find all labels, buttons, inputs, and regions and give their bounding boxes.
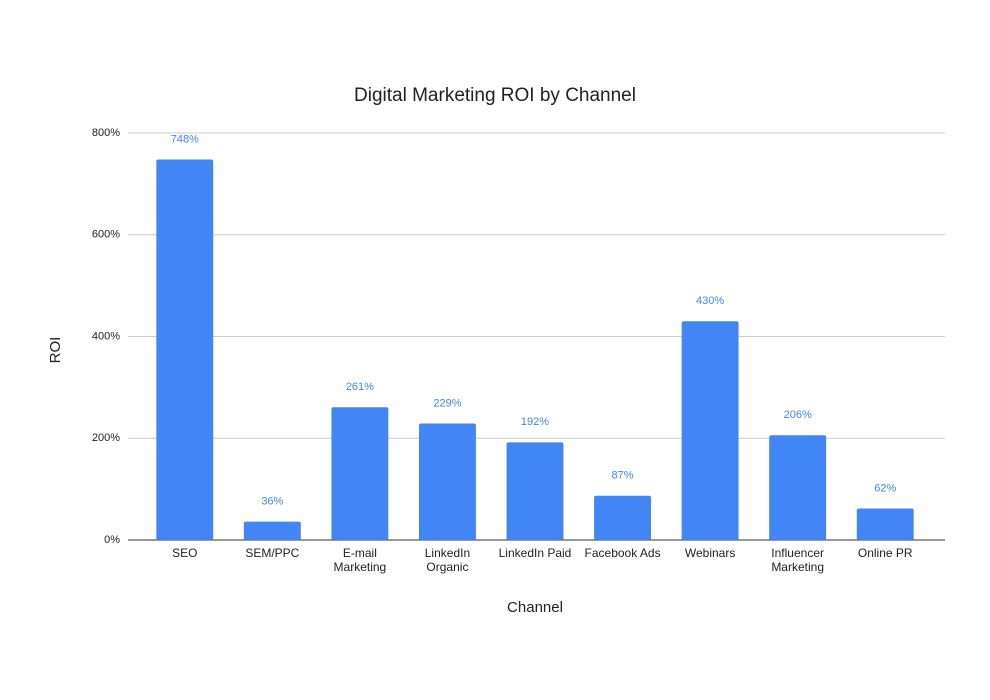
data-label: 192%	[521, 416, 549, 428]
y-tick-label: 200%	[92, 432, 120, 444]
chart-title: Digital Marketing ROI by Channel	[354, 85, 636, 106]
data-label: 430%	[696, 295, 724, 307]
y-tick-label: 800%	[92, 127, 120, 139]
y-tick-label: 600%	[92, 229, 120, 241]
x-tick-label: Online PR	[857, 546, 913, 560]
bar	[769, 435, 827, 540]
x-tick-label: Facebook Ads	[584, 546, 661, 560]
data-label: 62%	[874, 482, 896, 494]
data-label: 206%	[784, 409, 812, 421]
data-label: 748%	[171, 133, 199, 145]
data-label: 229%	[433, 397, 461, 409]
bar	[594, 495, 652, 540]
bar	[681, 321, 739, 540]
x-tick-label: Webinars	[684, 546, 736, 560]
x-tick-label: E-mail Marketing	[333, 546, 387, 574]
y-tick-label: 400%	[92, 330, 120, 342]
bar	[418, 423, 476, 540]
y-axis-label: ROI	[47, 337, 64, 364]
x-tick-label: LinkedIn Organic	[424, 546, 471, 574]
y-tick-label: 0%	[104, 534, 120, 546]
x-axis-label: Channel	[507, 599, 563, 616]
x-tick-label: SEM/PPC	[245, 546, 300, 560]
bar	[856, 508, 914, 540]
x-tick-label: SEO	[172, 546, 198, 560]
bar	[243, 521, 301, 540]
data-label: 261%	[346, 381, 374, 393]
bar	[156, 159, 214, 540]
x-tick-label: Influencer Marketing	[771, 546, 824, 574]
data-label: 87%	[612, 470, 634, 482]
bar	[331, 407, 389, 540]
x-tick-label: LinkedIn Paid	[498, 546, 572, 560]
bar	[506, 442, 564, 540]
data-label: 36%	[261, 496, 283, 508]
